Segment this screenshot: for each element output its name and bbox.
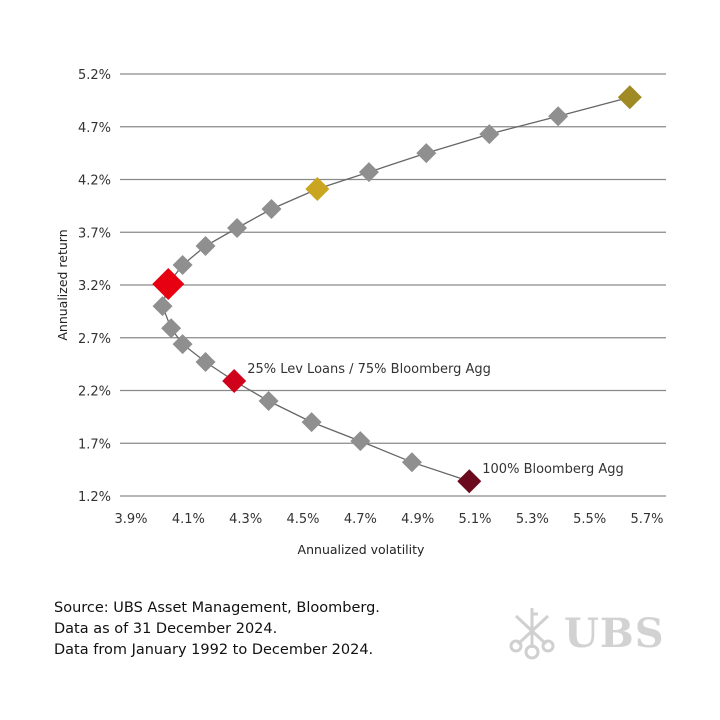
data-point xyxy=(358,162,379,183)
data-point xyxy=(258,391,279,412)
data-point xyxy=(617,85,642,110)
data-point xyxy=(227,218,248,239)
ubs-logo: UBS xyxy=(508,604,665,662)
data-point xyxy=(172,254,193,275)
keys-icon xyxy=(509,608,555,660)
source-line: Data as of 31 December 2024. xyxy=(54,621,278,637)
data-point xyxy=(416,143,437,164)
x-tick-label: 5.3% xyxy=(516,512,549,527)
x-tick-label: 4.5% xyxy=(286,512,319,527)
x-tick-label: 3.9% xyxy=(114,512,147,527)
annotation-label: 25% Lev Loans / 75% Bloomberg Agg xyxy=(247,362,491,377)
y-tick-label: 4.2% xyxy=(78,174,111,189)
data-point xyxy=(350,431,371,452)
x-tick-label: 5.7% xyxy=(630,512,663,527)
data-point xyxy=(161,318,182,339)
y-tick-label: 1.7% xyxy=(78,437,111,452)
logo-text: UBS xyxy=(564,609,665,657)
data-point xyxy=(172,334,193,355)
data-point xyxy=(195,352,216,373)
data-point xyxy=(305,176,330,201)
data-point xyxy=(301,412,322,433)
x-tick-label: 5.1% xyxy=(458,512,491,527)
data-point xyxy=(457,469,482,494)
y-tick-label: 2.7% xyxy=(78,332,111,347)
data-point xyxy=(152,267,185,300)
frontier-line xyxy=(161,96,630,482)
data-point xyxy=(195,235,216,256)
source-line: Data from January 1992 to December 2024. xyxy=(54,642,374,658)
x-tick-label: 4.1% xyxy=(172,512,205,527)
data-point xyxy=(401,452,422,473)
source-line: Source: UBS Asset Management, Bloomberg. xyxy=(54,600,380,616)
x-tick-label: 5.5% xyxy=(573,512,606,527)
y-tick-label: 1.2% xyxy=(78,490,111,505)
x-tick-label: 4.3% xyxy=(229,512,262,527)
source-note: Source: UBS Asset Management, Bloomberg.… xyxy=(54,598,380,661)
x-tick-label: 4.7% xyxy=(344,512,377,527)
data-point xyxy=(548,106,569,127)
y-tick-label: 5.2% xyxy=(78,68,111,83)
x-tick-label: 4.9% xyxy=(401,512,434,527)
annotation-label: 100% Bloomberg Agg xyxy=(482,462,624,477)
y-tick-label: 3.2% xyxy=(78,279,111,294)
y-tick-label: 4.7% xyxy=(78,121,111,136)
data-point xyxy=(261,199,282,220)
data-point xyxy=(479,124,500,145)
y-tick-label: 3.7% xyxy=(78,226,111,241)
data-point xyxy=(152,296,173,317)
x-axis-label: Annualized volatility xyxy=(298,542,425,557)
y-tick-label: 2.2% xyxy=(78,385,111,400)
y-axis-label: Annualized return xyxy=(55,229,70,340)
data-point xyxy=(222,369,247,394)
